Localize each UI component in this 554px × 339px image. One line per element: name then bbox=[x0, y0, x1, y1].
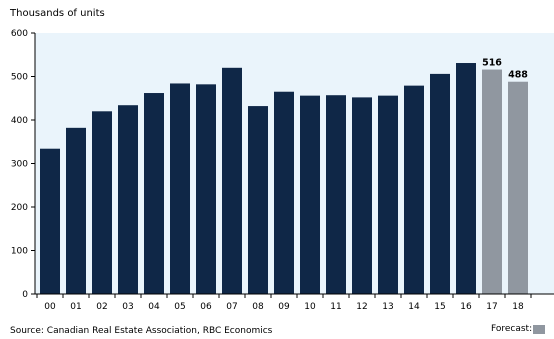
bar bbox=[144, 93, 164, 294]
bar bbox=[456, 63, 476, 294]
data-label: 516 bbox=[482, 58, 502, 69]
y-tick-label: 100 bbox=[11, 247, 28, 257]
x-tick-label: 07 bbox=[226, 302, 237, 312]
labels: 00 01 02 03 04 05 06 07 08 09 10 11 12 13 14 15 16 17 516 1… bbox=[11, 29, 528, 312]
bar bbox=[430, 73, 450, 294]
y-tick-label: 0 bbox=[22, 290, 28, 300]
bar bbox=[196, 84, 216, 294]
x-tick-label: 15 bbox=[434, 302, 445, 312]
bar bbox=[352, 97, 372, 294]
x-tick-label: 00 bbox=[44, 302, 56, 312]
bar bbox=[222, 67, 242, 294]
forecast-bar bbox=[482, 69, 502, 294]
y-axis-title: Thousands of units bbox=[10, 8, 105, 19]
bar bbox=[92, 111, 112, 294]
x-tick-label: 14 bbox=[408, 302, 420, 312]
bar bbox=[118, 105, 138, 295]
y-tick-label: 600 bbox=[11, 29, 28, 39]
data-label: 488 bbox=[508, 70, 528, 81]
x-tick-label: 18 bbox=[512, 302, 524, 312]
bar bbox=[40, 148, 60, 294]
x-tick-label: 13 bbox=[382, 302, 393, 312]
bar bbox=[378, 95, 398, 294]
forecast-bar bbox=[508, 81, 528, 294]
x-tick-label: 17 bbox=[486, 302, 497, 312]
y-tick-label: 400 bbox=[11, 116, 28, 126]
bar bbox=[274, 91, 294, 294]
bar bbox=[248, 106, 268, 294]
x-tick-label: 11 bbox=[330, 302, 341, 312]
plot-area bbox=[35, 33, 554, 294]
forecast-legend: Forecast: bbox=[491, 324, 546, 334]
bars bbox=[40, 63, 528, 295]
x-tick-label: 01 bbox=[70, 302, 81, 312]
x-tick-label: 05 bbox=[174, 302, 185, 312]
y-tick-label: 200 bbox=[11, 203, 28, 213]
bar bbox=[300, 95, 320, 294]
x-tick-label: 16 bbox=[460, 302, 472, 312]
axes bbox=[31, 32, 554, 298]
x-tick-label: 03 bbox=[122, 302, 133, 312]
x-tick-label: 06 bbox=[200, 302, 212, 312]
x-tick-label: 12 bbox=[356, 302, 367, 312]
x-tick-label: 02 bbox=[96, 302, 107, 312]
x-tick-label: 08 bbox=[252, 302, 264, 312]
y-tick-label: 500 bbox=[11, 73, 28, 83]
bar bbox=[66, 127, 86, 294]
x-tick-label: 04 bbox=[148, 302, 160, 312]
x-tick-label: 09 bbox=[278, 302, 290, 312]
x-tick-label: 10 bbox=[304, 302, 316, 312]
bar bbox=[170, 83, 190, 295]
y-tick-label: 300 bbox=[11, 160, 28, 170]
source-note: Source: Canadian Real Estate Association… bbox=[10, 326, 273, 336]
bar bbox=[326, 95, 346, 294]
bar bbox=[404, 85, 424, 294]
forecast-legend-label: Forecast: bbox=[491, 324, 533, 334]
forecast-legend-swatch bbox=[533, 324, 546, 334]
